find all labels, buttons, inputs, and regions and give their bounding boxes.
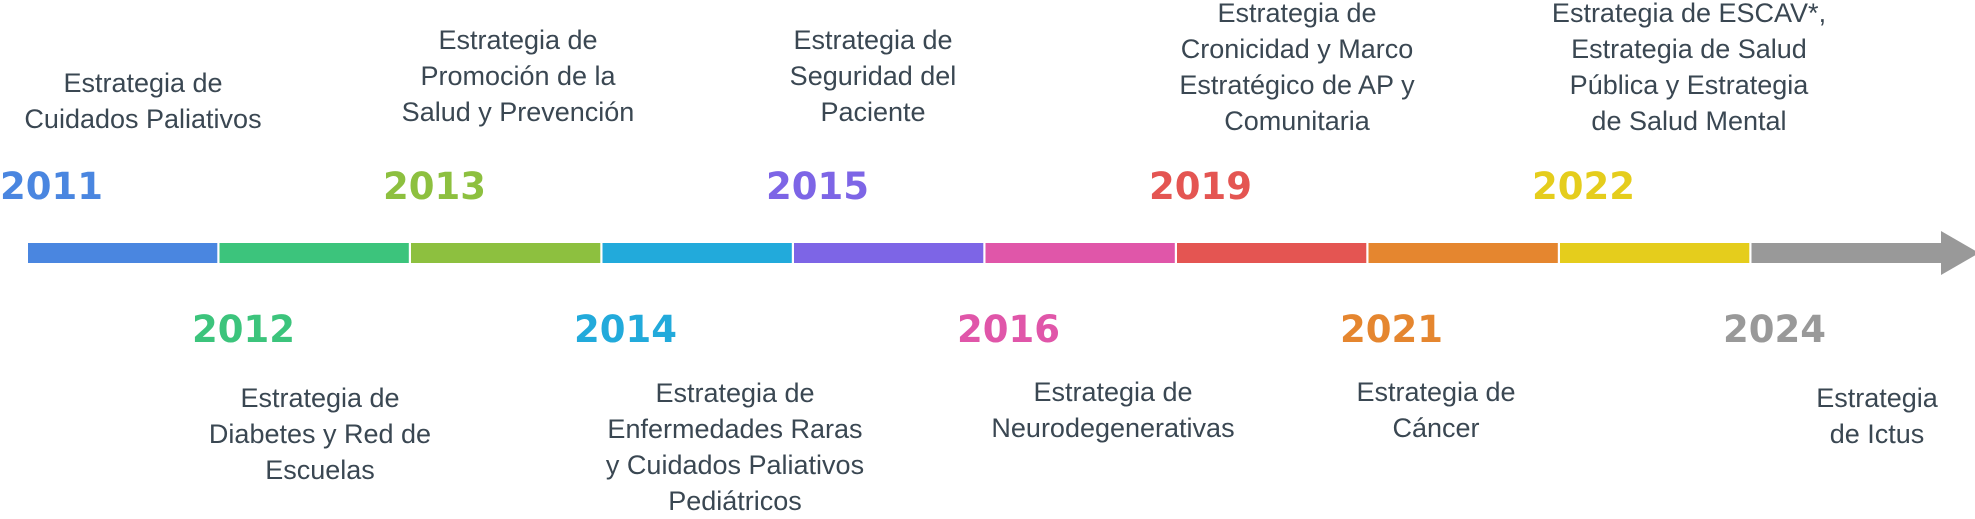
event-description-2012: Estrategia de Diabetes y Red de Escuelas [208, 383, 432, 485]
timeline-segment-2019 [1177, 243, 1367, 263]
year-label-2021: 2021 [1340, 308, 1443, 351]
timeline-segment-2013 [411, 243, 601, 263]
timeline-segment-2012 [219, 243, 409, 263]
year-label-2011: 2011 [0, 165, 103, 208]
event-description-2011: Estrategia de Cuidados Paliativos [24, 68, 262, 134]
event-description-2015: Estrategia de Seguridad del Paciente [789, 25, 957, 127]
year-label-2016: 2016 [957, 308, 1060, 351]
year-label-2014: 2014 [574, 308, 677, 351]
timeline-segment-2021 [1368, 243, 1558, 263]
year-label-2012: 2012 [192, 308, 295, 351]
timeline-segment-2015 [794, 243, 984, 263]
event-description-2014: Estrategia de Enfermedades Raras y Cuida… [605, 378, 865, 516]
timeline-segment-2022 [1560, 243, 1750, 263]
timeline-segment-2016 [985, 243, 1175, 263]
event-description-2016: Estrategia de Neurodegenerativas [991, 377, 1235, 443]
year-label-2015: 2015 [766, 165, 869, 208]
event-description-2013: Estrategia de Promoción de la Salud y Pr… [401, 25, 635, 127]
event-description-2019: Estrategia de Cronicidad y Marco Estraté… [1179, 0, 1415, 136]
timeline-arrow-head [1941, 231, 1975, 275]
event-description-2024: Estrategia de Ictus [1816, 383, 1938, 449]
event-description-2021: Estrategia de Cáncer [1356, 377, 1516, 443]
event-description-2022: Estrategia de ESCAV*, Estrategia de Salu… [1551, 0, 1827, 136]
year-label-2019: 2019 [1149, 165, 1252, 208]
timeline-segment-2011 [28, 243, 218, 263]
year-label-2022: 2022 [1532, 165, 1635, 208]
year-label-2024: 2024 [1723, 308, 1826, 351]
year-label-2013: 2013 [383, 165, 486, 208]
timeline-segment-2024 [1751, 243, 1945, 263]
timeline-segment-2014 [602, 243, 792, 263]
